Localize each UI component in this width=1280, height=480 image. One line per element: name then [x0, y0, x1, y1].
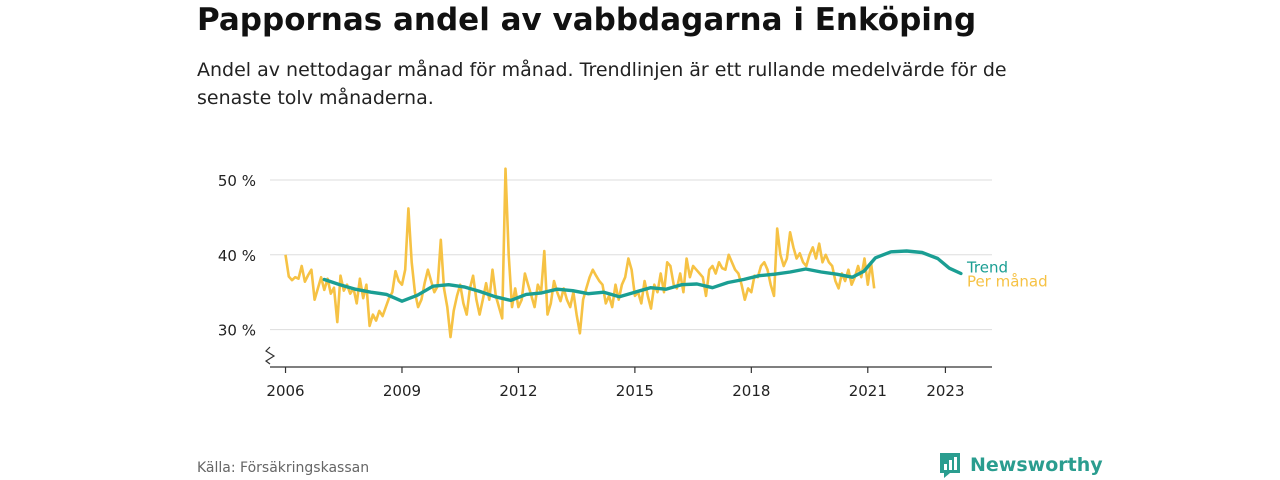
- series-lines: [284, 167, 963, 339]
- axis-break-icon: [264, 346, 276, 365]
- chart-subtitle: Andel av nettodagar månad för månad. Tre…: [197, 59, 1007, 109]
- x-tick-label: 2023: [926, 382, 964, 400]
- series-line-per-manad: [284, 167, 876, 339]
- brand-name: Newsworthy: [970, 454, 1103, 476]
- y-tick-label: 50 %: [218, 172, 256, 190]
- series-label-trend: Trend: [966, 258, 1008, 276]
- y-tick-label: 30 %: [218, 322, 256, 340]
- source-note: Källa: Försäkringskassan: [197, 460, 370, 476]
- x-tick-label: 2018: [732, 382, 770, 400]
- x-tick-label: 2006: [266, 382, 304, 400]
- series-label-per-manad: Per månad: [967, 272, 1048, 290]
- x-tick-label: 2015: [616, 382, 654, 400]
- newsworthy-chart-icon: [940, 453, 960, 478]
- brand-logo[interactable]: Newsworthy: [938, 450, 1103, 480]
- axes: 30 % 40 % 50 % 2006 2009 2012 2015 2018 2021 2023: [218, 172, 992, 400]
- chart-title: Pappornas andel av vabbdagarna i Enköpin…: [197, 2, 977, 38]
- gridlines: [270, 179, 992, 331]
- x-tick-label: 2009: [383, 382, 421, 400]
- y-tick-label: 40 %: [218, 247, 256, 265]
- series-line-trend: [322, 249, 963, 303]
- x-tick-label: 2021: [849, 382, 887, 400]
- x-tick-label: 2012: [499, 382, 537, 400]
